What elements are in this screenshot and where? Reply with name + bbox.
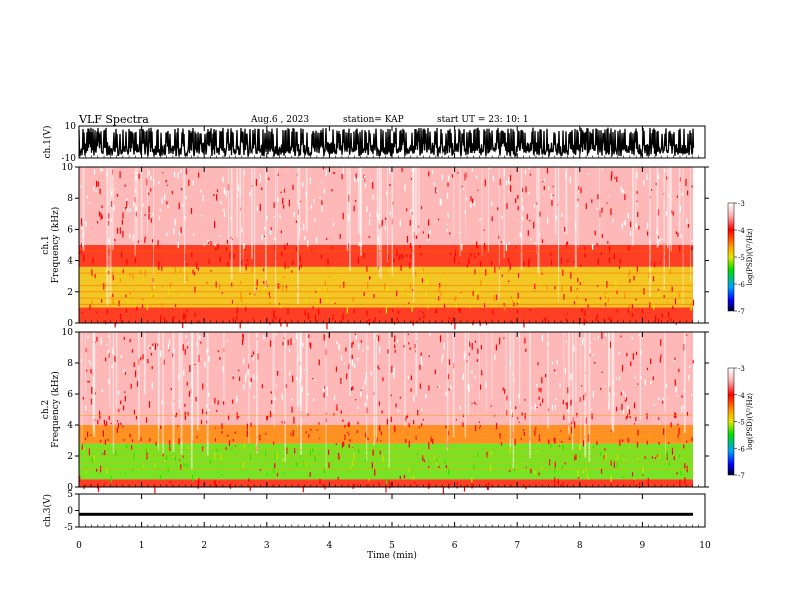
- colorbar-ch2-tick--7: -7: [738, 472, 745, 480]
- colorbar-ch1-tick--7: -7: [738, 308, 745, 316]
- spec-ch1-ylabel-freq: Frequency (kHz): [50, 207, 61, 284]
- ch3-ytick--5: -5: [64, 523, 73, 533]
- colorbar-ch1-label: log(PSD)(V²/Hz): [746, 228, 754, 285]
- spec-ch2-ytick-2: 2: [67, 452, 73, 462]
- spec-ch1-band-0: [79, 307, 693, 323]
- spec-ch2-texture: [79, 332, 694, 494]
- spec-ch2-ytick-4: 4: [67, 421, 73, 431]
- colorbar-ch1: [727, 202, 735, 312]
- xtick-5: 5: [389, 541, 395, 551]
- colorbar-ch1-tick--5: -5: [738, 254, 745, 262]
- xtick-4: 4: [327, 541, 333, 551]
- spec-ch1-band-2: [79, 245, 693, 267]
- spec-ch1-ylabel-ch: ch.1: [41, 235, 51, 254]
- xtick-7: 7: [514, 541, 520, 551]
- colorbar-ch2-tick--6: -6: [738, 445, 745, 453]
- station-label: station= KAP: [343, 115, 404, 125]
- xtick-3: 3: [264, 541, 270, 551]
- colorbar-ch2-tick--3: -3: [738, 365, 745, 373]
- colorbar-ch2-label: log(PSD)(V²/Hz): [746, 393, 754, 450]
- spec-ch1-streaks: [82, 167, 691, 306]
- spec-ch1-ytick-6: 6: [67, 225, 73, 235]
- ch3-ytick-5: 5: [67, 490, 73, 500]
- colorbar-ch2-tick--5: -5: [738, 419, 745, 427]
- xtick-9: 9: [640, 541, 646, 551]
- xtick-1: 1: [139, 541, 145, 551]
- spec-ch2-ytick-10: 10: [62, 328, 74, 338]
- colorbar-ch1-tick--6: -6: [738, 281, 745, 289]
- spec-ch1-ytick-2: 2: [67, 288, 73, 298]
- spec-ch1-band-3: [79, 167, 693, 245]
- spec-ch1-ytick-4: 4: [67, 257, 73, 267]
- spec-ch2-streaks: [81, 332, 686, 471]
- spectrogram-ch2: [75, 331, 737, 494]
- spec-ch2-band-2: [79, 425, 693, 444]
- colorbar-ch2-tick--4: -4: [738, 392, 745, 400]
- colorbar-ch2: [727, 367, 735, 476]
- spec-ch1-ytick-10: 10: [62, 163, 74, 173]
- waveform-ch3: [75, 126, 706, 528]
- date-label: Aug.6 , 2023: [251, 115, 310, 125]
- spec-ch2-ytick-8: 8: [67, 359, 73, 369]
- xtick-8: 8: [577, 541, 583, 551]
- spec-ch2-ylabel-freq: Frequency (kHz): [50, 371, 61, 448]
- waveform-ch1-trace: [78, 127, 695, 159]
- colorbar-ch1-tick--4: -4: [738, 227, 745, 235]
- ch1-ytick--10: -10: [62, 154, 77, 164]
- colorbar-ch1-tick--3: -3: [738, 200, 745, 208]
- xtick-2: 2: [201, 541, 207, 551]
- figure-title: VLF Spectra: [79, 113, 149, 126]
- spec-ch2-ytick-6: 6: [67, 390, 73, 400]
- spec-ch1-band-1: [79, 266, 693, 308]
- xtick-0: 0: [76, 541, 82, 551]
- spec-ch1-ytick-0: 0: [67, 319, 73, 329]
- ch1-wave-ylabel: ch.1(V): [42, 126, 53, 159]
- waveform-ch3-trace: [79, 512, 693, 516]
- xtick-10: 10: [699, 541, 711, 551]
- x-axis-label: Time (min): [367, 550, 417, 561]
- spec-ch1-ytick-8: 8: [67, 194, 73, 204]
- ch3-ytick-0: 0: [67, 507, 73, 517]
- ch1-ytick-10: 10: [65, 122, 77, 132]
- spec-ch2-band-1: [79, 443, 693, 480]
- ch3-wave-ylabel: ch.3(V): [42, 494, 53, 527]
- spec-ch2-band-3: [79, 332, 693, 425]
- spec-ch2-ylabel-ch: ch.2: [41, 400, 51, 419]
- xtick-6: 6: [452, 541, 458, 551]
- spectrogram-ch1: [75, 166, 737, 330]
- start-time-label: start UT = 23: 10: 1: [437, 115, 529, 125]
- spec-ch2-ytick-0: 0: [67, 483, 73, 493]
